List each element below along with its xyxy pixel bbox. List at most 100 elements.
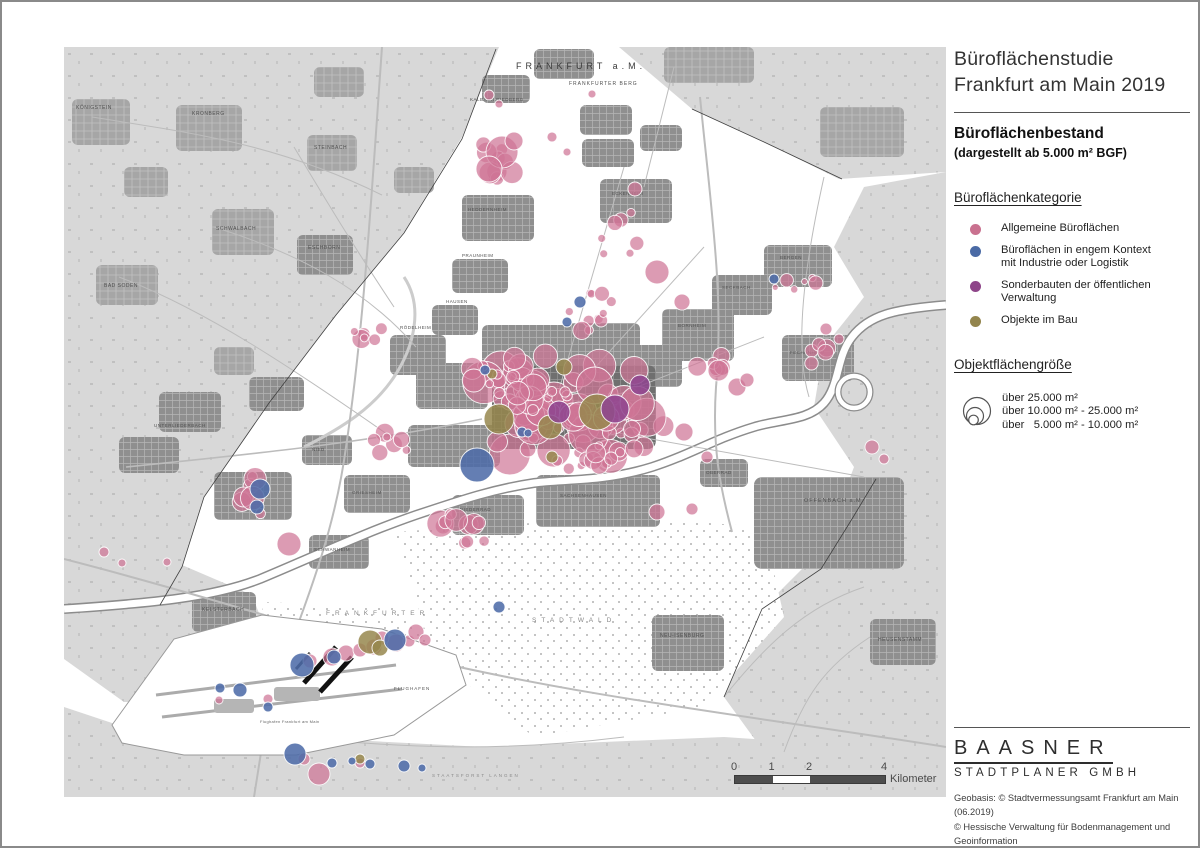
- office-circle: [364, 758, 376, 770]
- office-circle: [687, 356, 708, 377]
- office-circle: [626, 207, 636, 218]
- office-circle: [471, 515, 487, 530]
- office-circle: [629, 374, 651, 396]
- office-circle: [707, 359, 730, 382]
- map-label: RÖDELHEIM: [400, 324, 431, 330]
- office-circle: [779, 273, 794, 288]
- office-circle: [614, 447, 626, 458]
- office-circle: [587, 89, 597, 99]
- map-label: BERGEN: [780, 255, 802, 260]
- office-circle: [382, 432, 392, 442]
- office-circle: [600, 394, 630, 424]
- office-circle: [371, 444, 389, 462]
- baasner-logo: BAASNER STADTPLANER GMBH: [954, 737, 1190, 779]
- map-label: ESCHBORN: [308, 245, 340, 251]
- office-circle: [878, 453, 890, 465]
- office-circle: [594, 285, 610, 302]
- office-circle: [555, 358, 573, 376]
- map-label: HEUSENSTAMM: [878, 637, 922, 643]
- office-circle: [559, 386, 571, 398]
- page-title: Büroflächenstudie Frankfurt am Main 2019: [954, 47, 1190, 98]
- office-circle: [700, 450, 714, 464]
- office-circle: [598, 308, 608, 318]
- attribution-line: Geobasis: © Stadtvermessungsamt Frankfur…: [954, 793, 1179, 818]
- office-circle: [98, 546, 110, 558]
- office-circle: [485, 379, 495, 389]
- scale-bar: 0 1 2 4 Kilometer: [728, 761, 937, 785]
- attribution: Geobasis: © Stadtvermessungsamt Frankfur…: [954, 791, 1190, 847]
- office-circle: [527, 404, 539, 417]
- attribution-line: © Hessische Verwaltung für Bodenmanageme…: [954, 821, 1171, 847]
- office-circle: [162, 557, 172, 567]
- office-circle: [375, 322, 388, 336]
- office-circle: [606, 214, 623, 231]
- office-circle: [249, 499, 265, 515]
- office-circle: [819, 322, 833, 336]
- scale-seg-dark: [735, 776, 773, 783]
- map-label: FRANKFURT a.M.: [516, 61, 646, 71]
- office-circle: [483, 89, 495, 101]
- office-circle: [307, 762, 331, 786]
- divider: [954, 112, 1190, 114]
- title-line-2: Frankfurt am Main 2019: [954, 73, 1166, 96]
- map-label: OBERRAD: [706, 470, 732, 475]
- office-circle: [383, 628, 407, 652]
- map-label: Flughafen Frankfurt am Main: [260, 719, 319, 724]
- office-circle: [685, 502, 699, 516]
- scale-tick-label: 0: [730, 761, 738, 773]
- sizes-heading: Objektflächengröße: [954, 356, 1072, 372]
- title-line-1: Büroflächenstudie: [954, 48, 1114, 70]
- office-circle: [585, 442, 606, 464]
- office-circle: [347, 756, 357, 766]
- map-label: FLUGHAFEN: [394, 686, 430, 691]
- category-dot: [970, 315, 981, 327]
- office-circle: [249, 478, 271, 500]
- category-dot: [970, 246, 981, 258]
- category-label: Objekte im Bau: [1001, 313, 1078, 326]
- category-label: Sonderbauten der öffentlichen Verwaltung: [1001, 279, 1151, 305]
- map-label: ECKENHEIM: [612, 191, 643, 196]
- legend-category-row: Allgemeine Büroflächen: [954, 222, 1190, 236]
- office-circle: [326, 649, 342, 665]
- office-circle: [493, 387, 506, 399]
- office-circle: [623, 419, 641, 438]
- office-circle: [739, 372, 755, 388]
- office-circle: [673, 293, 691, 311]
- office-circle: [561, 316, 573, 328]
- map-label: BORNHEIM: [678, 323, 706, 328]
- runway-mark: [318, 655, 354, 694]
- map-label: SCHWALBACH: [216, 226, 256, 232]
- office-circle: [604, 451, 619, 466]
- map-label: BAD SODEN: [104, 283, 138, 289]
- categories-heading: Büroflächenkategorie: [954, 190, 1082, 206]
- map-label: GRIESHEIM: [352, 490, 382, 495]
- office-circle: [502, 346, 527, 370]
- scale-labels: 0 1 2 4: [728, 761, 918, 775]
- legend-categories: Allgemeine Büroflächen Büroflächen in eng…: [954, 222, 1190, 327]
- office-circle: [573, 295, 587, 309]
- office-circle: [349, 327, 359, 336]
- office-circle: [417, 763, 427, 773]
- scale-unit: Kilometer: [890, 773, 937, 785]
- logo-subtitle: STADTPLANER GMBH: [954, 767, 1141, 779]
- nested-circles-icon: [962, 396, 992, 426]
- map-label: FRANKFURTER BERG: [569, 81, 638, 87]
- scale-tick-label: 1: [768, 761, 775, 773]
- city-boundary: [159, 48, 877, 698]
- office-circle: [564, 307, 574, 317]
- legend-panel: Büroflächenstudie Frankfurt am Main 2019…: [954, 47, 1190, 846]
- office-circle: [368, 333, 381, 346]
- category-dot: [970, 224, 981, 236]
- map-label: HAUSEN: [446, 299, 468, 304]
- office-circle: [804, 356, 819, 371]
- urban-areas: [72, 47, 936, 671]
- map-canvas: FRANKFURT a.M. FRANKFURTER BERG KÖNIGSTEIN…: [64, 47, 946, 797]
- map-label: OFFENBACH a.M.: [804, 498, 864, 504]
- office-circle: [771, 283, 779, 291]
- office-circle: [599, 249, 609, 259]
- map-label: KALBACH RIEDBERG: [470, 97, 524, 102]
- office-circle: [475, 155, 503, 183]
- office-circle: [572, 320, 592, 340]
- map-label: STADTWALD: [532, 617, 616, 624]
